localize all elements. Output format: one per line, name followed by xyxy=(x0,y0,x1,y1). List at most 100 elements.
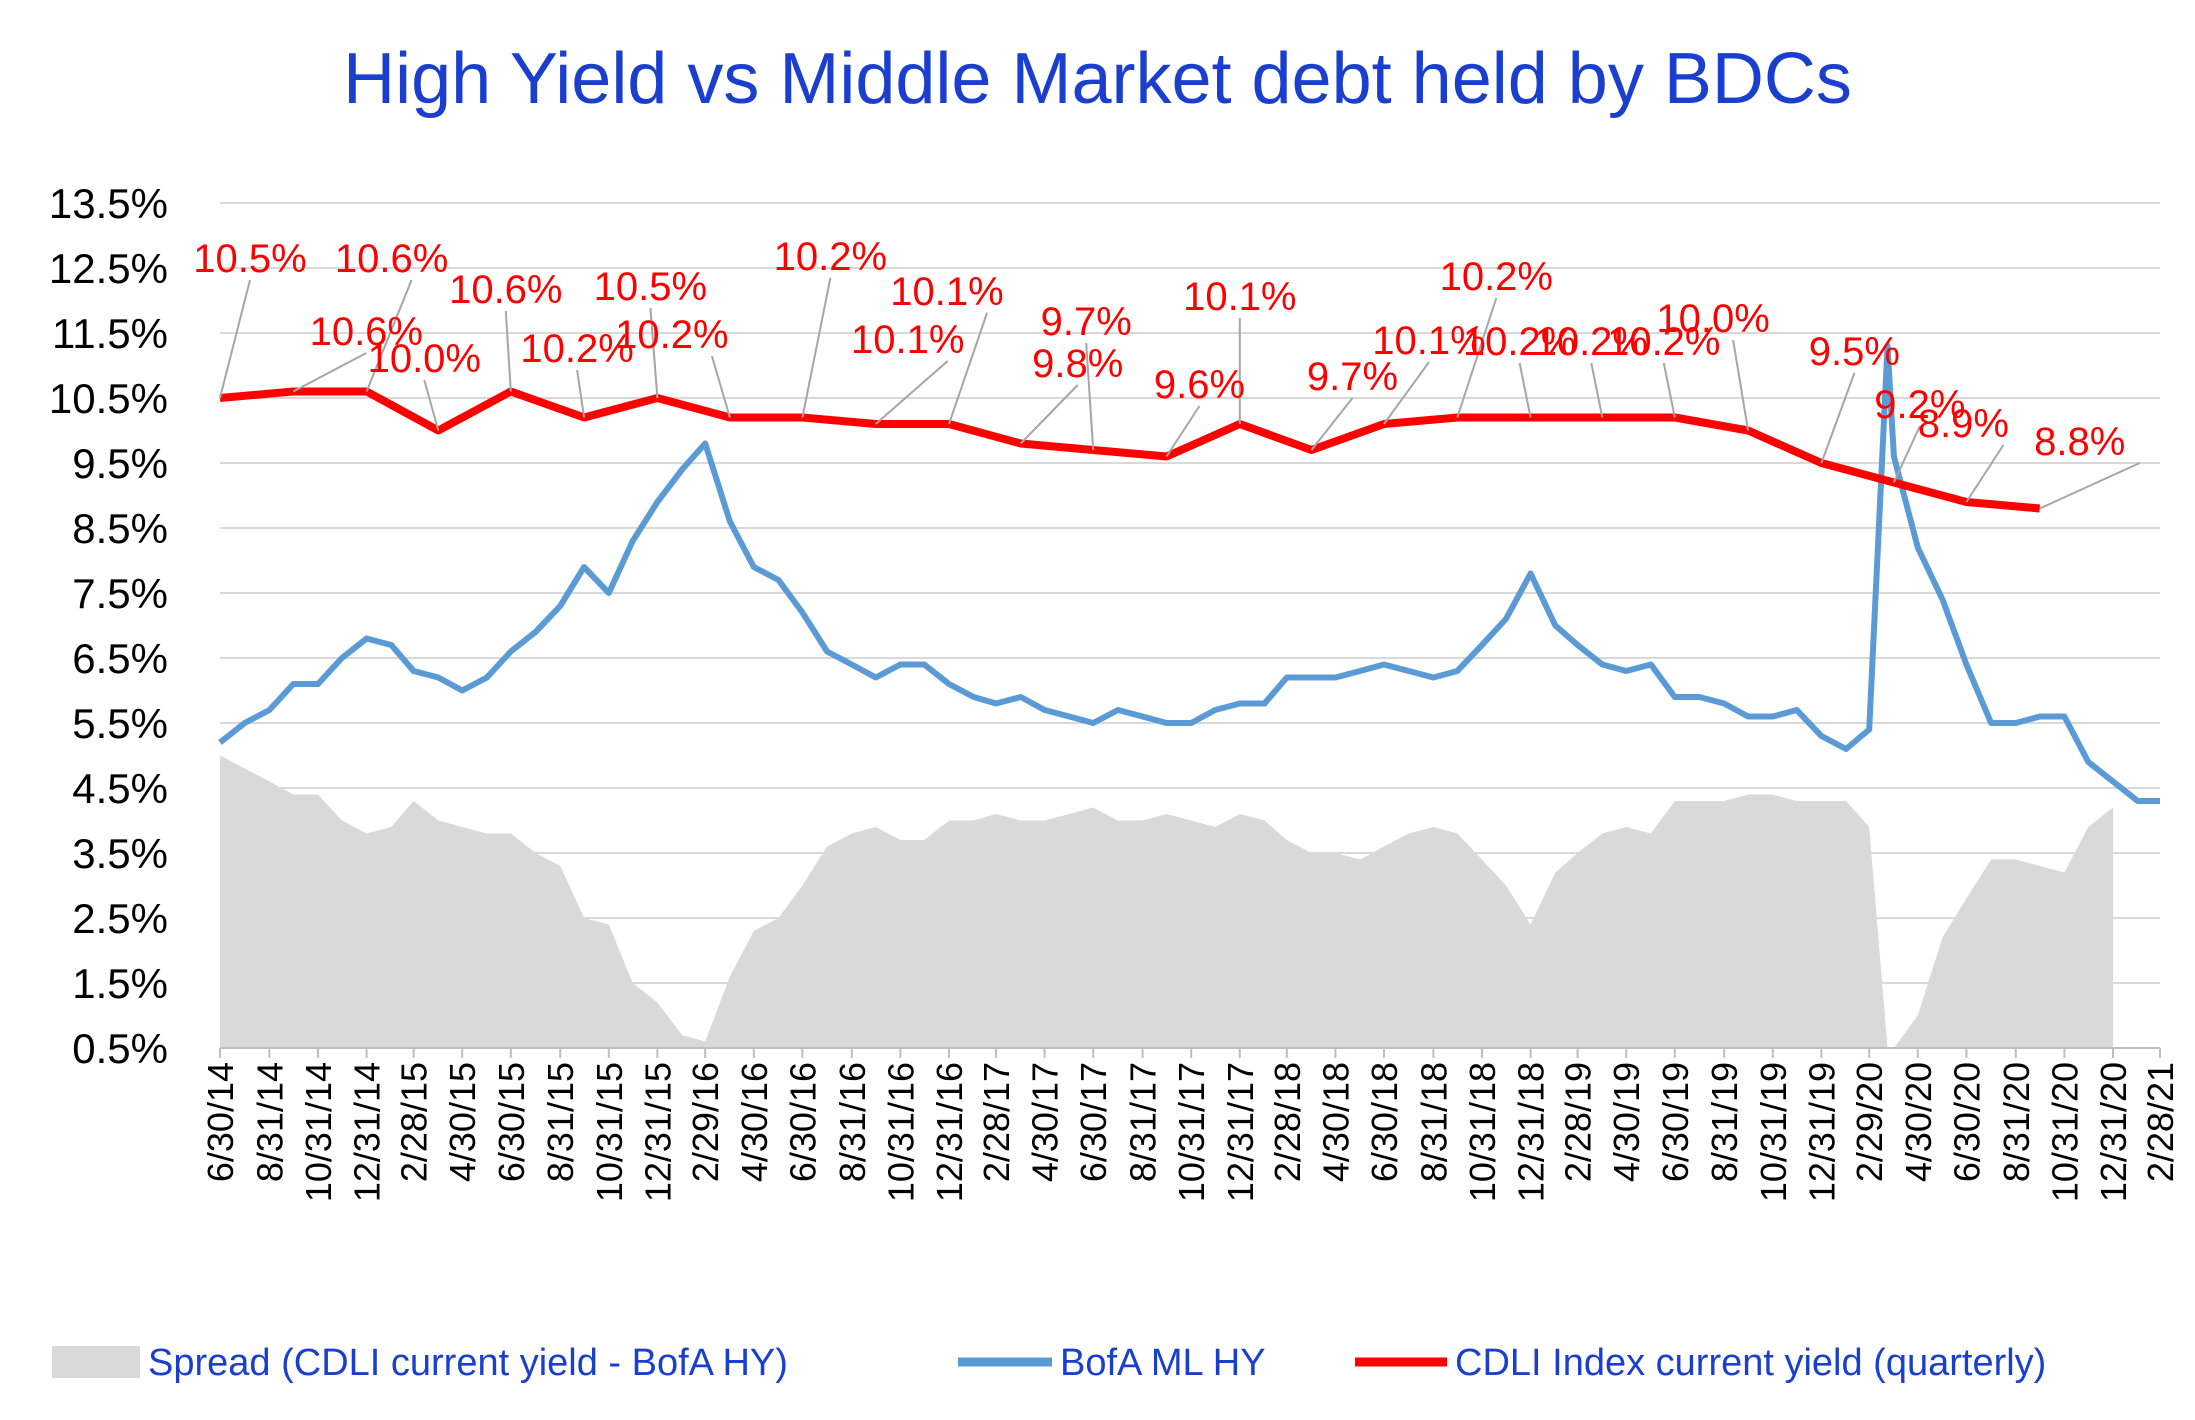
data-label-leader xyxy=(423,379,440,431)
y-axis: 13.5% 12.5% 11.5% 10.5% 9.5% 8.5% 7.5% 6.5% 5.5%… xyxy=(49,180,168,1072)
data-label-leader xyxy=(576,369,586,418)
data-label: 9.7% xyxy=(1041,300,1132,344)
data-label: 10.2% xyxy=(1607,320,1720,364)
data-label: 10.2% xyxy=(1440,255,1553,299)
x-tick-label: 6/30/15 xyxy=(491,1062,532,1182)
data-label: 10.6% xyxy=(449,268,562,312)
y-tick-label: 10.5% xyxy=(49,375,168,422)
legend: Spread (CDLI current yield - BofA HY) Bof… xyxy=(52,1342,2046,1384)
data-label-leader xyxy=(649,307,659,399)
y-tick-label: 6.5% xyxy=(72,635,168,682)
x-tick-label: 12/31/20 xyxy=(2093,1062,2134,1202)
data-label-leader xyxy=(1965,444,2005,503)
data-label-leader xyxy=(710,355,731,418)
chart-title: High Yield vs Middle Market debt held by… xyxy=(343,39,1852,119)
x-tick-label: 4/30/20 xyxy=(1898,1062,1939,1182)
legend-label-hy: BofA ML HY xyxy=(1060,1342,1266,1384)
x-tick-label: 12/31/15 xyxy=(637,1062,678,1202)
x-axis: 6/30/14 8/31/14 10/31/14 12/31/14 2/28/15 4/3… xyxy=(200,1047,2181,1202)
x-tick-label: 10/31/18 xyxy=(1462,1062,1503,1202)
x-tick-label: 4/30/16 xyxy=(734,1062,775,1182)
data-label: 8.8% xyxy=(2034,420,2125,464)
data-label: 10.5% xyxy=(193,237,306,281)
data-label: 9.5% xyxy=(1809,330,1900,374)
x-tick-label: 6/30/14 xyxy=(200,1062,241,1182)
data-label-leader xyxy=(2039,462,2141,510)
legend-label-spread: Spread (CDLI current yield - BofA HY) xyxy=(148,1342,788,1384)
x-tick-label: 12/31/17 xyxy=(1220,1062,1261,1202)
data-label-leader xyxy=(1820,372,1856,464)
data-label-leader xyxy=(948,312,988,425)
x-tick-label: 10/31/20 xyxy=(2044,1062,2085,1202)
legend-swatch-spread xyxy=(52,1346,140,1378)
x-tick-label: 2/28/15 xyxy=(394,1062,435,1182)
x-tick-label: 2/29/20 xyxy=(1849,1062,1890,1182)
data-label: 10.2% xyxy=(1535,320,1648,364)
x-tick-label: 6/30/17 xyxy=(1073,1062,1114,1182)
y-tick-label: 12.5% xyxy=(49,245,168,292)
data-label-leader xyxy=(365,279,413,392)
x-tick-label: 2/28/21 xyxy=(2140,1062,2181,1182)
data-label-leader xyxy=(1662,362,1676,418)
x-tick-label: 8/31/18 xyxy=(1413,1062,1454,1182)
data-label: 10.1% xyxy=(890,270,1003,314)
data-label-leader xyxy=(504,310,512,392)
spread-area-series xyxy=(220,755,2113,1048)
x-tick-label: 8/31/19 xyxy=(1704,1062,1745,1182)
x-tick-label: 10/31/17 xyxy=(1171,1062,1212,1202)
data-label-leader xyxy=(1310,397,1354,451)
data-label: 9.2% xyxy=(1874,383,1965,427)
data-label-leader xyxy=(875,360,949,425)
y-tick-label: 4.5% xyxy=(72,765,168,812)
y-tick-label: 9.5% xyxy=(72,440,168,487)
y-tick-label: 7.5% xyxy=(72,570,168,617)
cdli-index-series xyxy=(219,387,2041,513)
x-tick-label: 6/30/18 xyxy=(1364,1062,1405,1182)
data-label: 9.7% xyxy=(1307,355,1398,399)
x-tick-label: 2/28/19 xyxy=(1558,1062,1599,1182)
y-tick-label: 2.5% xyxy=(72,895,168,942)
x-tick-label: 6/30/16 xyxy=(782,1062,823,1182)
x-tick-label: 8/31/15 xyxy=(540,1062,581,1182)
x-tick-label: 10/31/16 xyxy=(880,1062,921,1202)
data-label: 10.6% xyxy=(335,237,448,281)
x-tick-label: 2/28/17 xyxy=(976,1062,1017,1182)
data-label-leaders xyxy=(219,277,2141,510)
x-tick-label: 4/30/19 xyxy=(1606,1062,1647,1182)
x-tick-label: 10/31/19 xyxy=(1753,1062,1794,1202)
spread-area xyxy=(220,755,2113,1048)
x-tick-label: 10/31/14 xyxy=(298,1062,339,1202)
data-label-leader xyxy=(292,352,367,393)
x-tick-label: 4/30/15 xyxy=(442,1062,483,1182)
data-label: 10.5% xyxy=(594,265,707,309)
x-tick-label: 12/31/18 xyxy=(1511,1062,1552,1202)
data-label-leader xyxy=(1892,425,1921,483)
data-labels: 10.5%10.6%10.6%10.0%10.6%10.2%10.5%10.2%… xyxy=(193,235,2125,464)
x-tick-label: 10/31/15 xyxy=(589,1062,630,1202)
y-tick-label: 11.5% xyxy=(52,310,168,357)
y-tick-label: 5.5% xyxy=(72,700,168,747)
data-label: 8.9% xyxy=(1918,402,2009,446)
y-tick-label: 13.5% xyxy=(49,180,168,227)
bofa-ml-hy-line xyxy=(218,343,2160,804)
data-label-leader xyxy=(1732,339,1750,431)
bofa-ml-hy-series xyxy=(218,343,2160,804)
x-tick-label: 12/31/19 xyxy=(1801,1062,1842,1202)
data-label-leader xyxy=(1165,405,1201,458)
x-tick-label: 2/28/18 xyxy=(1267,1062,1308,1182)
data-label: 10.1% xyxy=(1372,319,1485,363)
data-label: 10.2% xyxy=(520,327,633,371)
x-tick-label: 6/30/20 xyxy=(1946,1062,1987,1182)
x-tick-label: 12/31/14 xyxy=(347,1062,388,1202)
data-label: 10.2% xyxy=(615,313,728,357)
x-tick-label: 8/31/20 xyxy=(1996,1062,2037,1182)
data-label: 10.0% xyxy=(368,337,481,381)
data-label: 10.0% xyxy=(1656,297,1769,341)
x-tick-label: 8/31/17 xyxy=(1123,1062,1164,1182)
x-tick-label: 4/30/18 xyxy=(1315,1062,1356,1182)
data-label: 10.1% xyxy=(1183,275,1296,319)
data-label: 10.2% xyxy=(774,235,887,279)
y-tick-label: 0.5% xyxy=(72,1025,168,1072)
data-label-leader xyxy=(1518,362,1532,418)
